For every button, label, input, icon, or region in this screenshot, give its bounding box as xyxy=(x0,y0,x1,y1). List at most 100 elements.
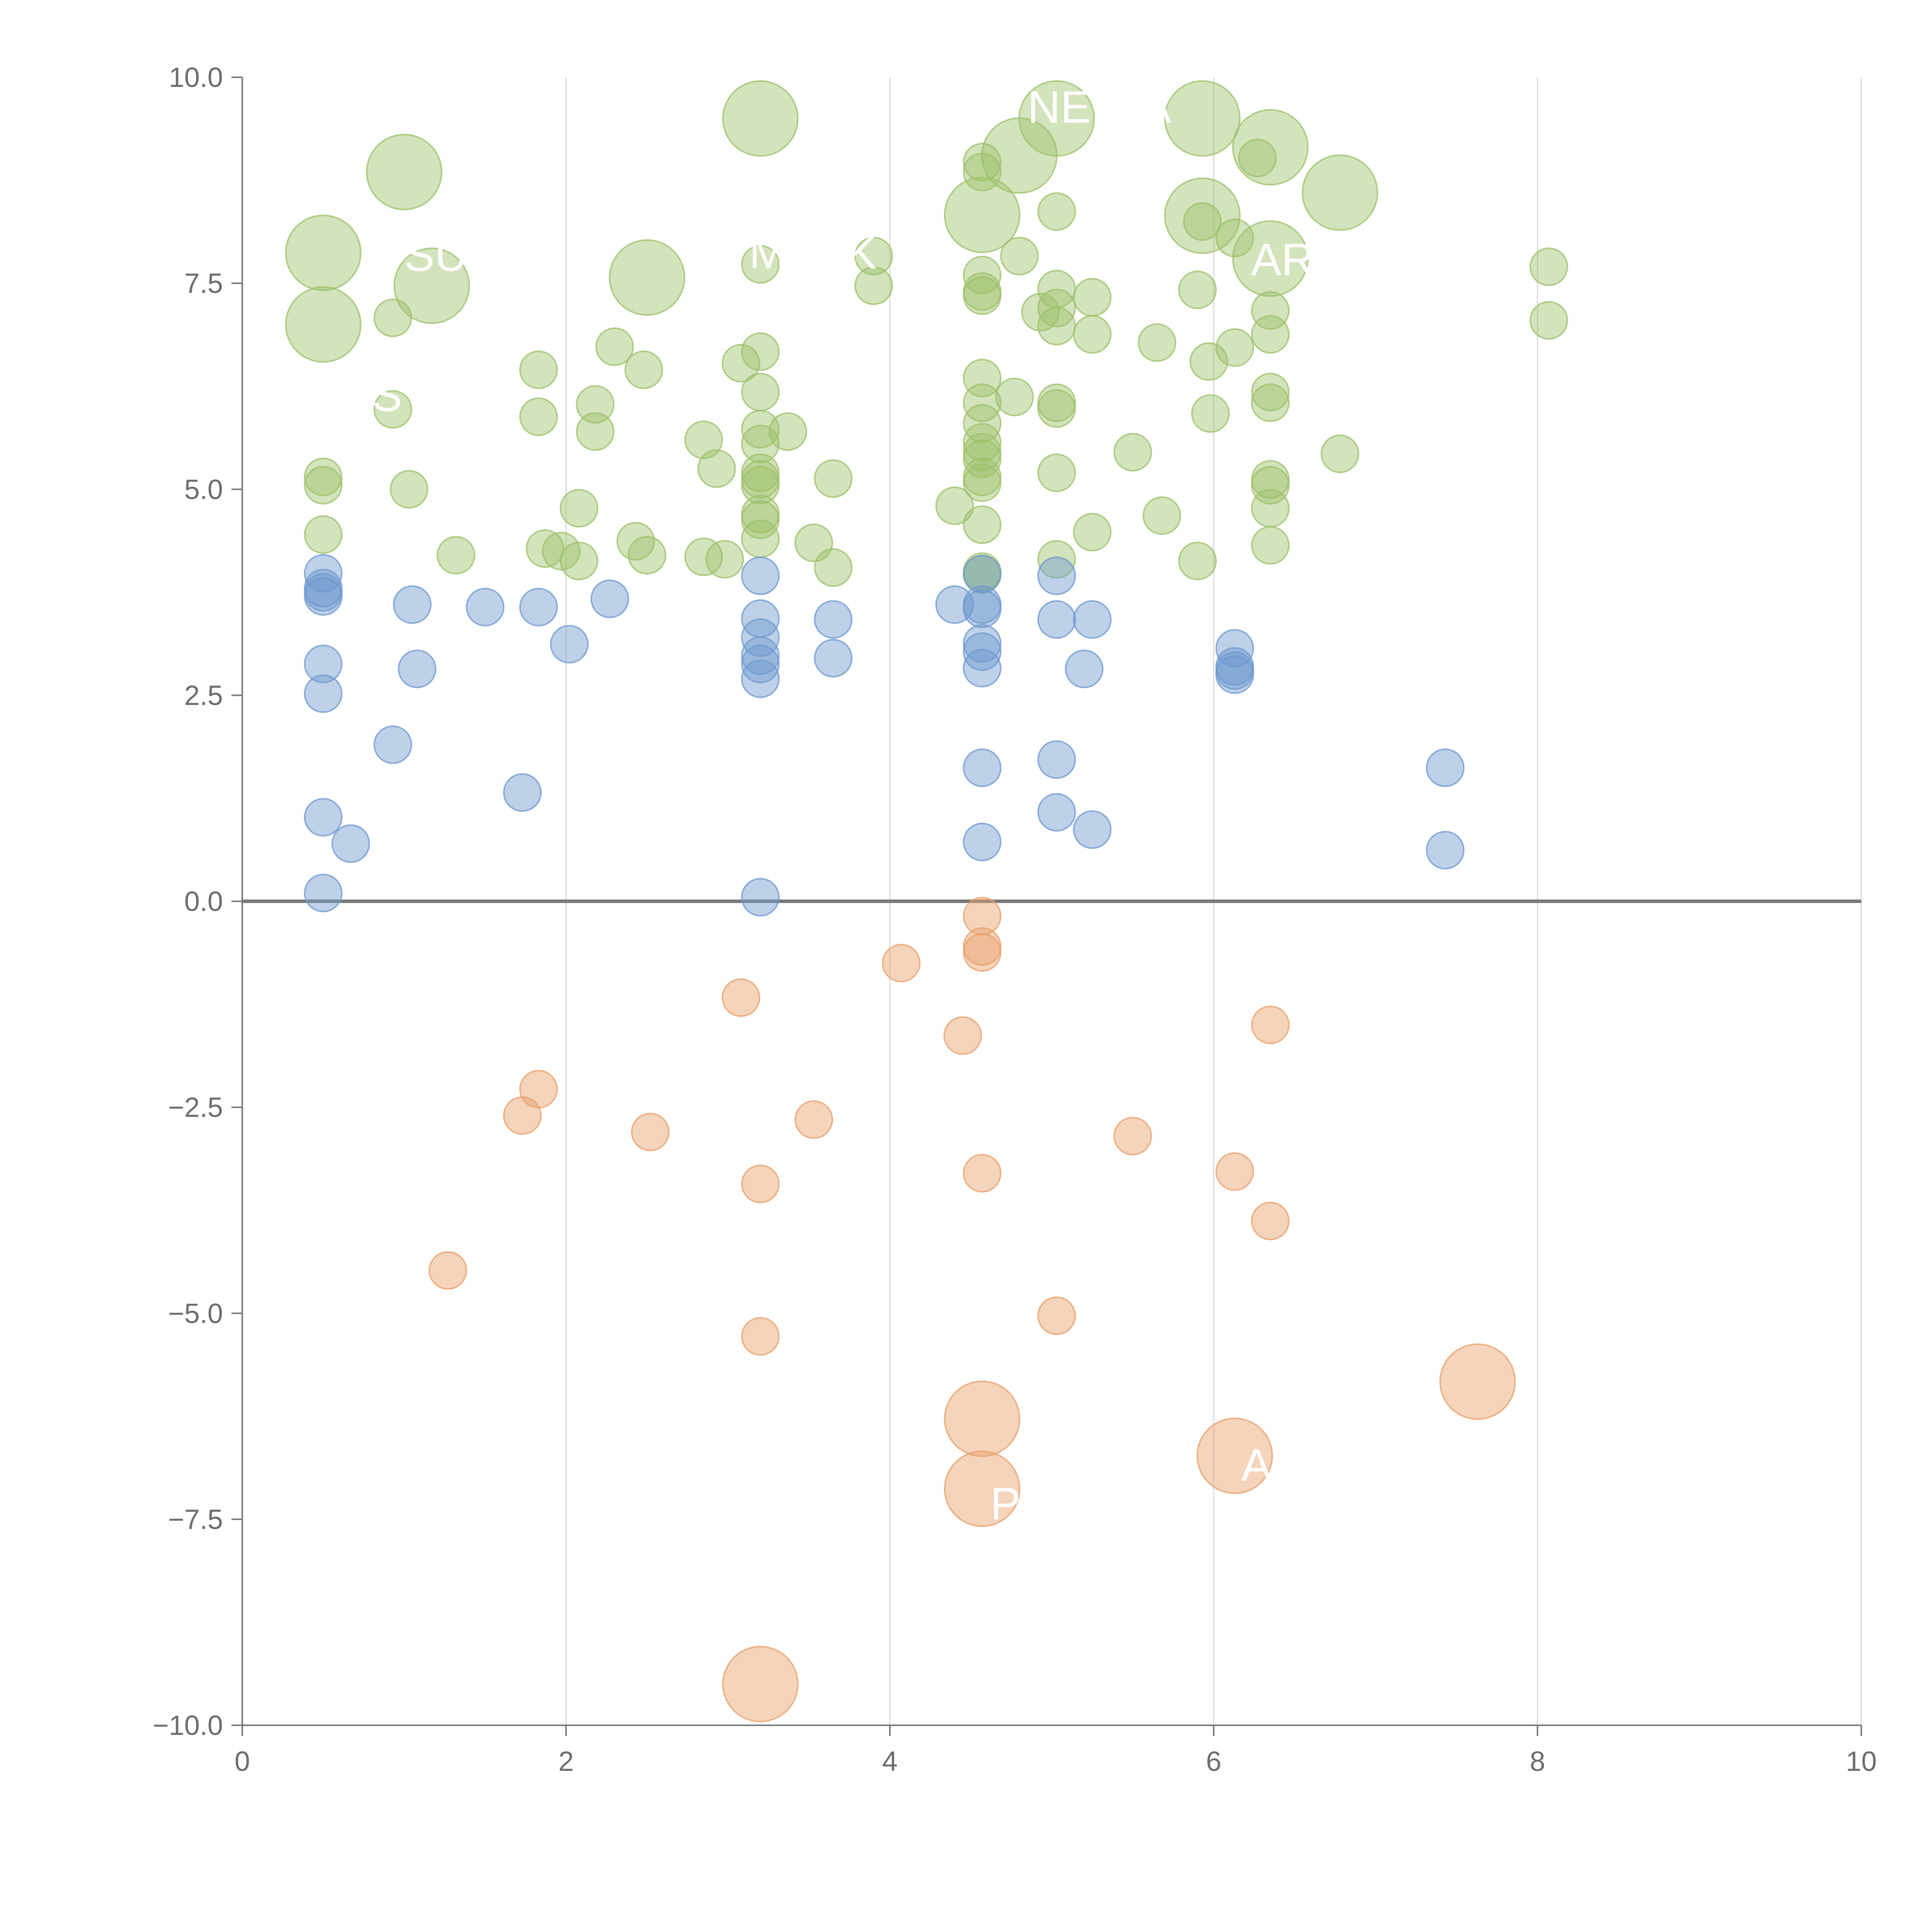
point-annotation: S xyxy=(372,370,402,421)
blue-point xyxy=(1215,655,1254,694)
orange-point xyxy=(1251,1005,1290,1044)
green-point xyxy=(1164,177,1241,254)
blue-point xyxy=(963,632,1002,671)
blue-point xyxy=(550,625,589,664)
green-point xyxy=(741,519,780,558)
green-point xyxy=(963,255,1002,294)
green-point xyxy=(1037,540,1076,579)
orange-point xyxy=(963,927,1002,966)
blue-point xyxy=(304,798,343,837)
blue-point xyxy=(1426,748,1465,787)
green-point xyxy=(1251,460,1290,499)
green-point xyxy=(1189,342,1228,381)
blue-point xyxy=(963,649,1002,688)
orange-point xyxy=(794,1100,833,1139)
green-point xyxy=(1301,154,1378,231)
orange-point xyxy=(1037,1296,1076,1335)
green-point xyxy=(741,245,780,284)
green-point xyxy=(437,536,476,575)
green-point xyxy=(1320,434,1359,473)
point-annotation: K xyxy=(846,228,877,279)
blue-point xyxy=(304,645,343,684)
blue-point xyxy=(331,824,370,863)
green-point xyxy=(741,372,780,412)
green-point xyxy=(963,423,1002,462)
green-point xyxy=(697,449,736,488)
green-point xyxy=(1018,80,1095,157)
points-layer xyxy=(285,80,1568,1723)
green-point xyxy=(624,350,663,389)
blue-point xyxy=(373,725,412,764)
x-tick-label: 8 xyxy=(1530,1746,1545,1777)
orange-point xyxy=(882,944,921,983)
green-point xyxy=(560,541,599,580)
point-annotation: A xyxy=(1141,82,1171,133)
green-point xyxy=(373,390,412,429)
green-point xyxy=(285,214,362,291)
point-annotation: AR xyxy=(1251,234,1314,285)
green-point xyxy=(1251,466,1290,505)
blue-point xyxy=(741,659,780,698)
orange-point xyxy=(1439,1343,1516,1420)
green-point xyxy=(741,410,780,449)
green-point xyxy=(721,344,760,383)
green-point xyxy=(304,457,343,497)
orange-point xyxy=(519,1070,558,1109)
y-tick-label: 0.0 xyxy=(184,886,223,917)
y-tick-label: −10.0 xyxy=(153,1710,223,1741)
green-point xyxy=(576,412,615,451)
green-point xyxy=(854,266,893,305)
green-point xyxy=(1037,453,1076,492)
green-point xyxy=(1183,202,1222,241)
green-point xyxy=(722,80,799,157)
y-tick-label: −2.5 xyxy=(168,1092,223,1123)
green-point xyxy=(542,532,581,571)
green-point xyxy=(1251,489,1290,528)
orange-point xyxy=(722,1646,799,1723)
blue-point xyxy=(814,639,853,678)
green-point xyxy=(995,378,1034,417)
green-point xyxy=(1037,383,1076,422)
green-point xyxy=(1142,496,1181,535)
green-point xyxy=(1021,293,1060,332)
blue-point xyxy=(963,589,1002,628)
blue-point xyxy=(741,556,780,595)
orange-point xyxy=(741,1164,780,1203)
green-point xyxy=(1251,372,1290,412)
green-point xyxy=(1251,526,1290,565)
blue-point xyxy=(1037,793,1076,832)
y-tick-label: −7.5 xyxy=(168,1504,223,1535)
green-point xyxy=(389,470,429,509)
blue-point xyxy=(1037,600,1076,639)
blue-point xyxy=(814,600,853,639)
orange-point xyxy=(721,978,760,1017)
green-point xyxy=(576,385,615,424)
green-point xyxy=(963,383,1002,422)
blue-point xyxy=(519,588,558,627)
green-point xyxy=(963,457,1002,497)
y-tick-label: 7.5 xyxy=(184,268,223,299)
orange-point xyxy=(1215,1152,1254,1191)
blue-point xyxy=(590,579,629,618)
orange-point xyxy=(429,1251,468,1290)
green-point xyxy=(1232,109,1309,186)
green-point xyxy=(1215,328,1254,367)
green-point xyxy=(705,540,744,579)
green-point xyxy=(1037,307,1076,346)
point-annotation: A xyxy=(1241,1440,1272,1491)
green-point xyxy=(963,276,1002,315)
blue-point xyxy=(466,588,505,627)
green-point xyxy=(1113,433,1152,472)
green-point xyxy=(1251,383,1290,422)
blue-point xyxy=(304,577,343,616)
green-point xyxy=(963,143,1002,182)
blue-point xyxy=(1426,831,1465,870)
y-tick-label: 10.0 xyxy=(169,62,223,93)
x-tick-label: 10 xyxy=(1846,1746,1877,1777)
x-tick-label: 2 xyxy=(558,1746,574,1777)
orange-point xyxy=(963,896,1002,935)
blue-point xyxy=(503,773,542,812)
green-point xyxy=(560,489,599,528)
x-tick-label: 6 xyxy=(1206,1746,1221,1777)
orange-point xyxy=(1196,1417,1273,1494)
